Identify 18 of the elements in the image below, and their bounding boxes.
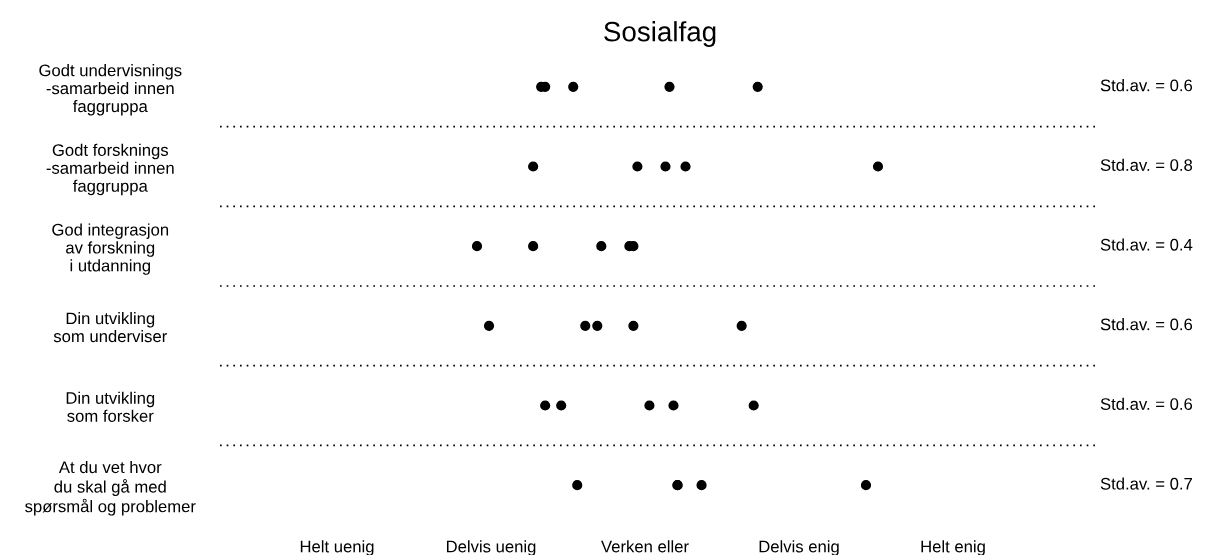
text: Std.av. = 0.7 <box>1100 477 1192 490</box>
y-tick-label: God integrasjon av forskning i utdanning <box>52 223 169 275</box>
text: Std.av. = 0.4 <box>1100 238 1193 251</box>
y-tick-label: At du vet hvor du skal gå med spørsmål og problemer <box>25 460 196 516</box>
text: Std.av. = 0.8 <box>1100 158 1193 171</box>
y-tick-label: Din utvikling som underviser <box>53 312 167 343</box>
text: Verken eller <box>601 540 689 553</box>
y-tick-label: Godt undervisnings -samarbeid innen faggruppa <box>39 64 182 116</box>
text: Delvis uenig <box>446 540 536 555</box>
text: Std.av. = 0.6 <box>1100 397 1193 410</box>
y-tick-label: Godt forsknings -samarbeid innen faggruppa <box>46 143 174 196</box>
y-tick-label: Din utvikling som forsker <box>66 391 155 422</box>
text: Helt uenig <box>300 540 374 555</box>
text: Std.av. = 0.6 <box>1100 318 1193 331</box>
chart-title: Sosialfag <box>604 21 716 47</box>
text: Helt enig <box>921 540 985 555</box>
text: Delvis enig <box>759 540 839 555</box>
text: Std.av. = 0.6 <box>1100 79 1193 92</box>
